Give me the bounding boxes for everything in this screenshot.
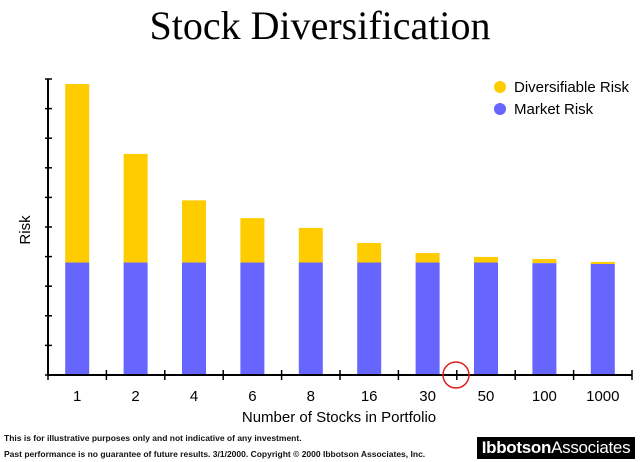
x-tick-label: 2 bbox=[131, 388, 139, 405]
x-tick-label: 30 bbox=[419, 388, 436, 405]
bar-diversifiable-risk bbox=[415, 253, 440, 263]
x-tick-label: 1 bbox=[73, 388, 81, 405]
x-tick-label: 100 bbox=[532, 388, 557, 405]
bar-market-risk bbox=[240, 262, 265, 375]
chart-title: Stock Diversification bbox=[149, 3, 491, 48]
bar-diversifiable-risk bbox=[298, 227, 323, 263]
bar-diversifiable-risk bbox=[590, 261, 615, 264]
bar-diversifiable-risk bbox=[532, 258, 557, 264]
annotation-circle bbox=[442, 361, 470, 389]
x-tick-label: 8 bbox=[307, 388, 315, 405]
bar-diversifiable-risk bbox=[357, 242, 382, 263]
legend-marker bbox=[494, 103, 506, 115]
bar-market-risk bbox=[357, 262, 382, 375]
bar-diversifiable-risk bbox=[182, 200, 206, 263]
x-tick-label: 50 bbox=[478, 388, 495, 405]
ibbotson-logo: IbbotsonAssociates bbox=[477, 437, 635, 459]
x-tick-label: 16 bbox=[361, 388, 378, 405]
disclaimer-line-2: Past performance is no guarantee of futu… bbox=[4, 449, 426, 459]
bar-market-risk bbox=[123, 262, 148, 375]
bar-market-risk bbox=[474, 262, 498, 375]
bar-market-risk bbox=[298, 262, 323, 375]
legend-label: Market Risk bbox=[514, 101, 594, 118]
bar-diversifiable-risk bbox=[65, 84, 90, 263]
x-tick-label: 6 bbox=[248, 388, 256, 405]
x-tick-label: 1000 bbox=[586, 388, 619, 405]
x-tick-label: 4 bbox=[190, 388, 198, 405]
bar-market-risk bbox=[182, 262, 206, 375]
x-axis-label: Number of Stocks in Portfolio bbox=[242, 409, 436, 426]
bar-diversifiable-risk bbox=[240, 218, 265, 263]
bar-market-risk bbox=[65, 262, 90, 375]
bar-diversifiable-risk bbox=[474, 256, 498, 263]
disclaimer-line-1: This is for illustrative purposes only a… bbox=[4, 433, 302, 443]
legend-label: Diversifiable Risk bbox=[514, 79, 630, 96]
bar-diversifiable-risk bbox=[123, 153, 148, 263]
bar-market-risk bbox=[415, 262, 440, 375]
bar-market-risk bbox=[590, 264, 615, 375]
y-axis-label: Risk bbox=[17, 215, 34, 245]
bar-market-risk bbox=[532, 263, 557, 375]
legend-marker bbox=[494, 81, 506, 93]
